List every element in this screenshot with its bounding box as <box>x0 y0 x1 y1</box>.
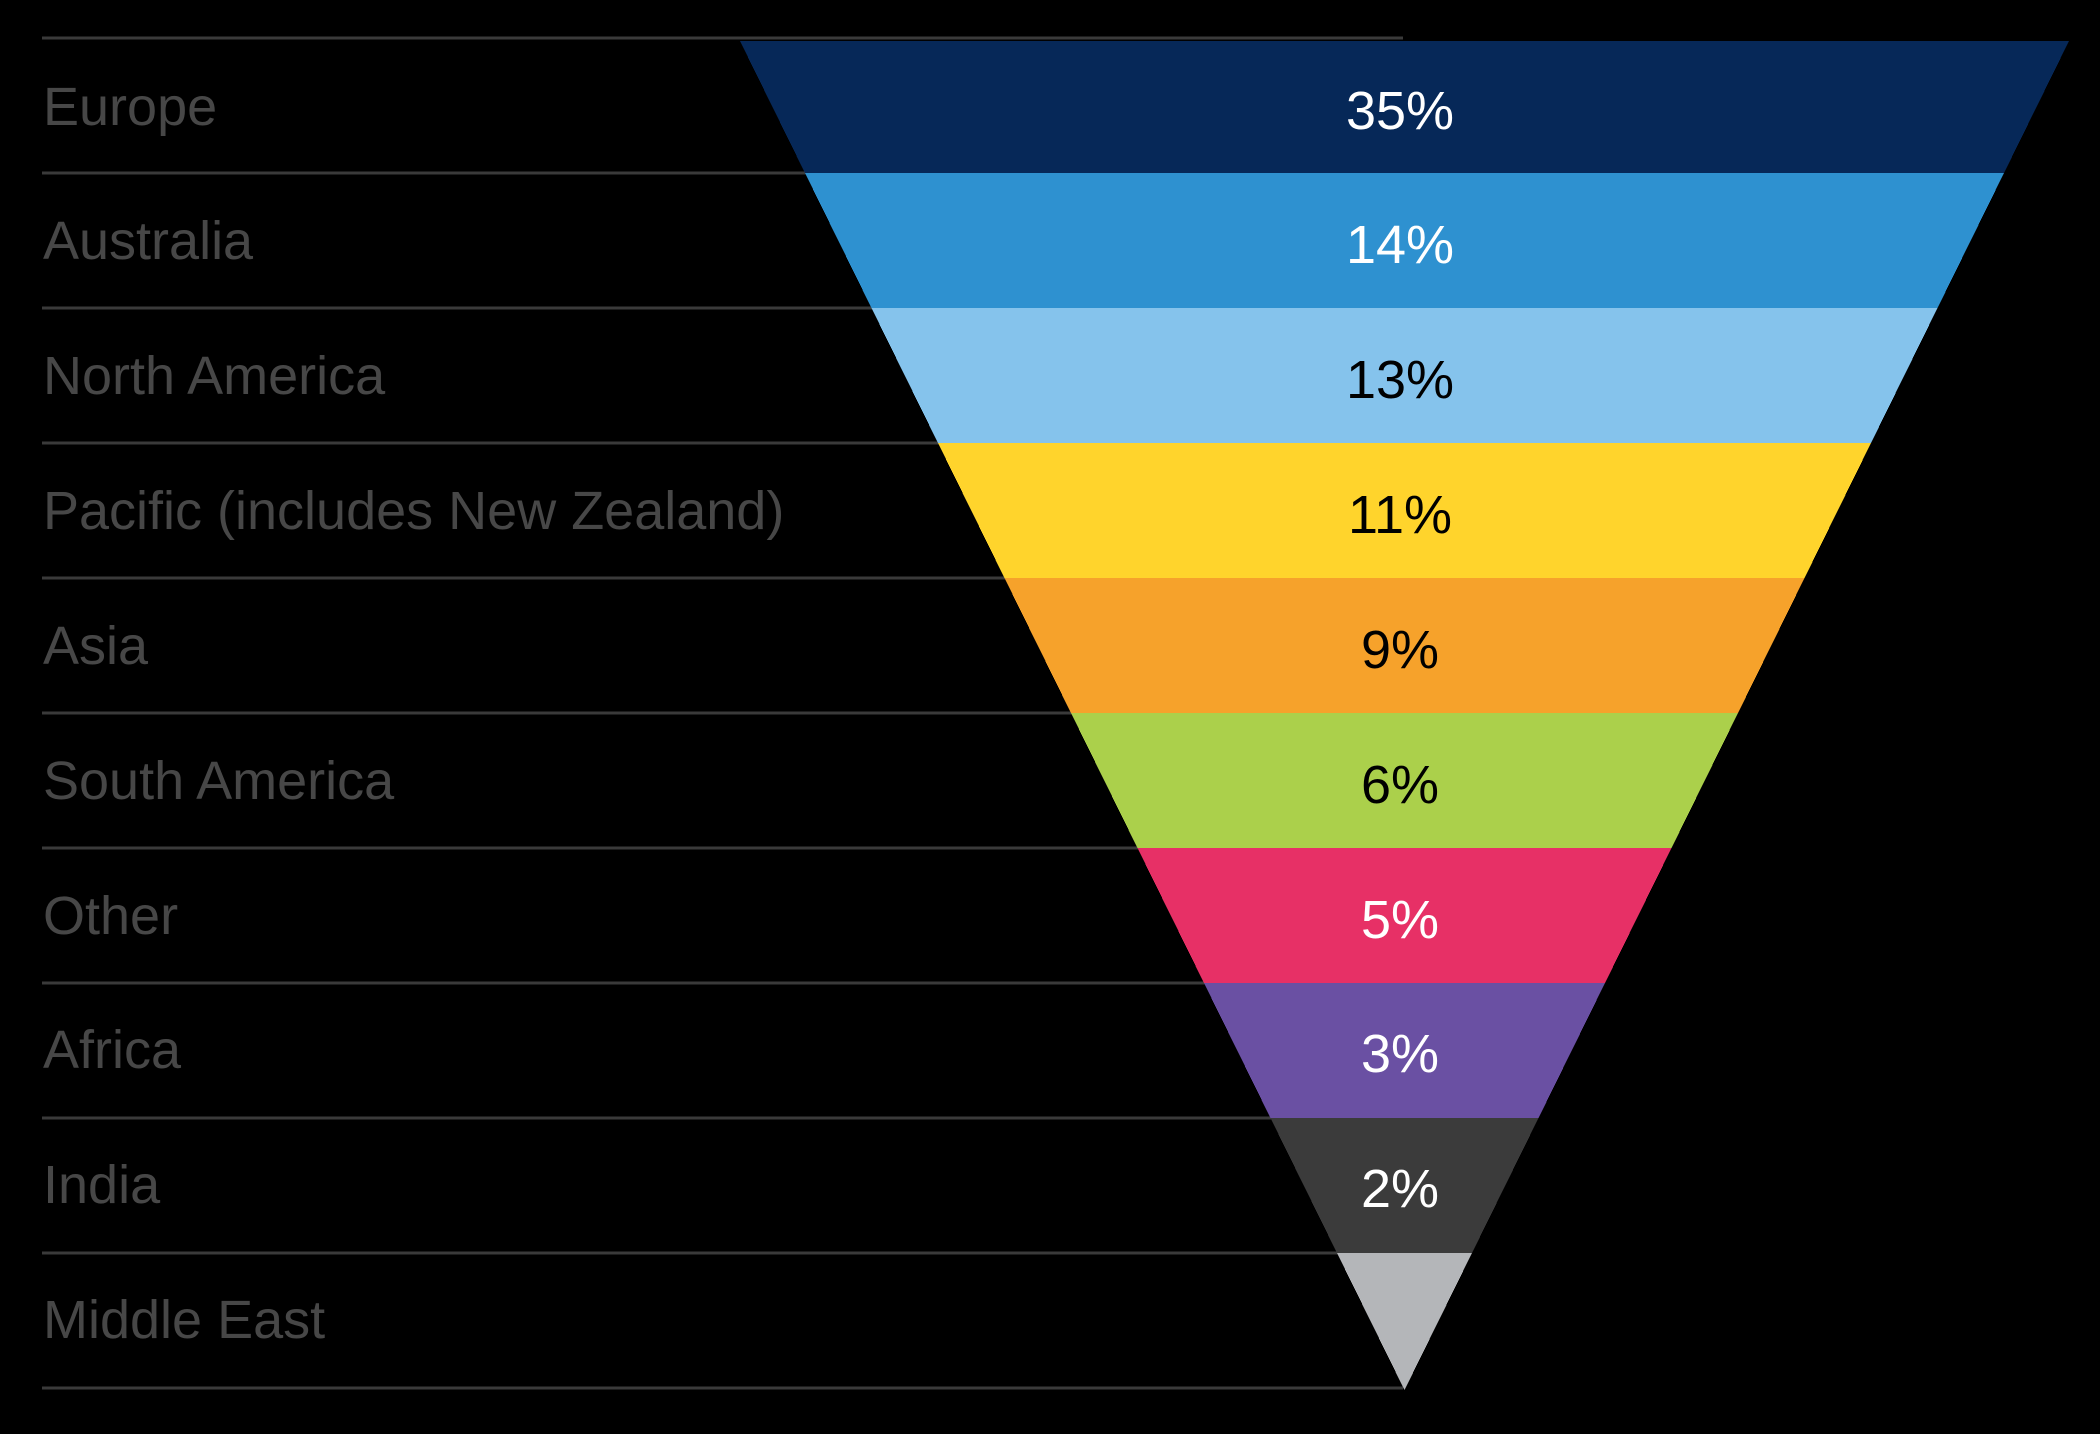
value-label-africa: 3% <box>1360 1024 1440 1084</box>
funnel-band-pacific <box>938 443 1871 578</box>
funnel-bands <box>740 41 2069 1390</box>
funnel-band-asia <box>1004 578 1805 713</box>
region-label-australia: Australia <box>43 211 254 271</box>
region-label-pacific: Pacific (includes New Zealand) <box>43 481 785 541</box>
funnel-band-north-america <box>871 308 1938 443</box>
region-label-middle-east: Middle East <box>43 1290 326 1350</box>
region-label-asia: Asia <box>43 616 149 676</box>
gridlines <box>42 36 1403 1390</box>
region-label-north-america: North America <box>43 346 386 406</box>
funnel-band-africa <box>1204 983 1605 1118</box>
value-label-europe: 35% <box>1345 81 1455 141</box>
region-label-africa: Africa <box>43 1020 182 1080</box>
funnel-band-middle-east <box>1337 1253 1472 1390</box>
funnel-band-south-america <box>1071 713 1738 848</box>
value-label-india: 2% <box>1360 1159 1440 1219</box>
region-label-india: India <box>43 1155 161 1215</box>
value-label-north-america: 13% <box>1345 350 1455 410</box>
value-label-pacific: 11% <box>1347 485 1453 545</box>
value-label-asia: 9% <box>1360 620 1440 680</box>
region-label-south-america: South America <box>43 751 395 811</box>
value-label-other: 5% <box>1360 890 1440 950</box>
value-label-south-america: 6% <box>1360 755 1440 815</box>
region-label-europe: Europe <box>43 77 218 137</box>
region-label-other: Other <box>43 886 179 946</box>
funnel-band-other <box>1137 848 1672 983</box>
funnel-band-australia <box>805 173 2004 308</box>
value-label-australia: 14% <box>1345 215 1455 275</box>
funnel-band-europe <box>740 41 2069 173</box>
funnel-band-india <box>1270 1118 1539 1253</box>
